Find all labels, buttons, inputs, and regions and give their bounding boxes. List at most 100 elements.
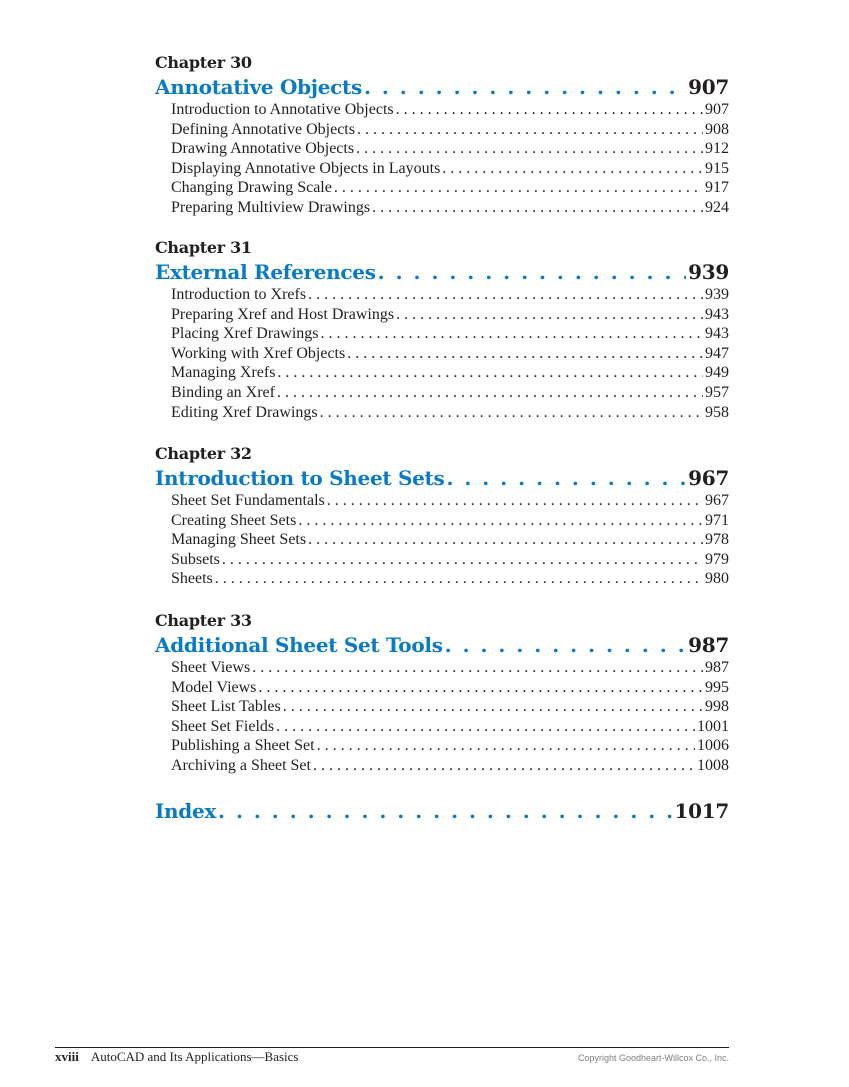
toc-entry-page: 957 [705,383,729,401]
toc-entry[interactable]: Placing Xref Drawings 943 [171,324,729,344]
toc-entry[interactable]: Displaying Annotative Objects in Layouts… [171,159,729,179]
chapter-label: Chapter 33 [155,611,252,630]
dot-leader [308,530,703,550]
toc-entry-title: Preparing Xref and Host Drawings [171,305,395,323]
toc-entry[interactable]: Introduction to Xrefs 939 [171,285,729,305]
toc-entry[interactable]: Subsets 979 [171,550,729,570]
chapter-heading-title: Additional Sheet Set Tools [155,633,443,657]
toc-entry-title: Subsets [171,550,220,568]
index-heading[interactable]: Index 1017 [155,799,729,824]
toc-entry[interactable]: Sheet List Tables 998 [171,697,729,717]
toc-entry-title: Publishing a Sheet Set [171,737,315,755]
dot-leader [378,260,686,285]
toc-entry-title: Placing Xref Drawings [171,325,319,343]
toc-entry-title: Sheet List Tables [171,698,281,716]
toc-entry-page: 1001 [697,717,729,735]
toc-entry[interactable]: Creating Sheet Sets 971 [171,511,729,531]
toc-entry-title: Creating Sheet Sets [171,511,297,529]
toc-entry[interactable]: Managing Sheet Sets 978 [171,530,729,550]
chapter-section: Chapter 31 External References939Introduc… [155,236,729,422]
chapter-heading-page: 987 [688,633,729,657]
toc-entry-page: 1006 [697,737,729,755]
toc-entry-title: Managing Sheet Sets [171,531,307,549]
index-heading-page: 1017 [674,799,729,823]
dot-leader [372,198,703,218]
toc-entry-page: 943 [705,305,729,323]
toc-entry[interactable]: Preparing Xref and Host Drawings 943 [171,305,729,325]
toc-entry-page: 979 [705,550,729,568]
dot-leader [277,363,703,383]
toc-entry[interactable]: Editing Xref Drawings 958 [171,403,729,423]
dot-leader [218,799,673,824]
toc-entry-title: Sheet Set Fundamentals [171,492,325,509]
toc-entry[interactable]: Preparing Multiview Drawings 924 [171,198,729,218]
dot-leader [308,285,703,305]
toc-entry[interactable]: Changing Drawing Scale 917 [171,178,729,198]
toc-entry-page: 980 [705,570,729,588]
chapter-heading[interactable]: Annotative Objects 907 [155,75,729,100]
chapter-heading-title: Annotative Objects [155,75,362,99]
dot-leader [357,120,703,140]
chapter-label: Chapter 31 [155,238,252,257]
toc-entry[interactable]: Sheet Views 987 [171,658,729,678]
chapter-heading-title: Introduction to Sheet Sets [155,466,445,490]
toc-entry-title: Introduction to Annotative Objects [171,101,394,118]
toc-entry-title: Managing Xrefs [171,364,276,382]
dot-leader [396,305,703,325]
dot-leader [252,658,703,678]
footer-divider [55,1047,729,1048]
toc-entry-page: 912 [705,140,729,158]
toc-entry-title: Changing Drawing Scale [171,179,332,197]
toc-entry-title: Model Views [171,678,257,696]
toc-entry[interactable]: Binding an Xref 957 [171,383,729,403]
toc-entry[interactable]: Working with Xref Objects 947 [171,344,729,364]
chapter-heading[interactable]: Additional Sheet Set Tools 987 [155,633,729,658]
toc-entry[interactable]: Model Views 995 [171,678,729,698]
toc-entry-page: 971 [705,511,729,529]
toc-entry-page: 978 [705,531,729,549]
toc-entry[interactable]: Archiving a Sheet Set 1008 [171,756,729,776]
toc-entry[interactable]: Introduction to Annotative Objects 907 [171,100,729,120]
toc-entry-title: Sheet Set Fields [171,717,275,735]
toc-entry[interactable]: Sheet Set Fundamentals 967 [171,491,729,511]
chapter-heading-page: 939 [688,260,729,284]
toc-entry-title: Introduction to Xrefs [171,286,307,303]
toc-entry-title: Binding an Xref [171,383,275,401]
dot-leader [283,697,703,717]
dot-leader [320,403,703,423]
footer: xviii AutoCAD and Its Applications—Basic… [55,1049,729,1065]
dot-leader [276,717,695,737]
toc-entry-title: Preparing Multiview Drawings [171,198,371,216]
toc-entry-title: Editing Xref Drawings [171,403,318,421]
chapter-heading-page: 907 [688,75,729,99]
dot-leader [258,678,703,698]
toc-entry[interactable]: Managing Xrefs 949 [171,363,729,383]
toc-entry[interactable]: Drawing Annotative Objects 912 [171,139,729,159]
index-section: Index 1017 [155,799,729,824]
toc-entry[interactable]: Sheets 980 [171,569,729,589]
chapter-label: Chapter 32 [155,444,252,463]
dot-leader [445,633,686,658]
toc-entry-title: Displaying Annotative Objects in Layouts [171,159,441,177]
dot-leader [334,178,703,198]
toc-entry-title: Sheet Views [171,659,251,676]
dot-leader [446,466,686,491]
toc-entry-page: 907 [705,101,729,118]
chapter-heading[interactable]: Introduction to Sheet Sets 967 [155,466,729,491]
toc-entry-page: 915 [705,159,729,177]
page-number: xviii [55,1049,79,1064]
dot-leader [347,344,703,364]
toc-entry-title: Defining Annotative Objects [171,120,355,138]
toc-entry-page: 908 [705,120,729,138]
index-heading-title: Index [155,799,217,823]
chapter-heading[interactable]: External References 939 [155,260,729,285]
dot-leader [317,736,695,756]
dot-leader [364,75,686,100]
toc-entry[interactable]: Publishing a Sheet Set 1006 [171,736,729,756]
dot-leader [442,159,703,179]
toc-entry[interactable]: Sheet Set Fields 1001 [171,717,729,737]
book-title: AutoCAD and Its Applications—Basics [90,1049,299,1064]
toc-entry[interactable]: Defining Annotative Objects 908 [171,120,729,140]
toc-entry-title: Working with Xref Objects [171,344,346,362]
